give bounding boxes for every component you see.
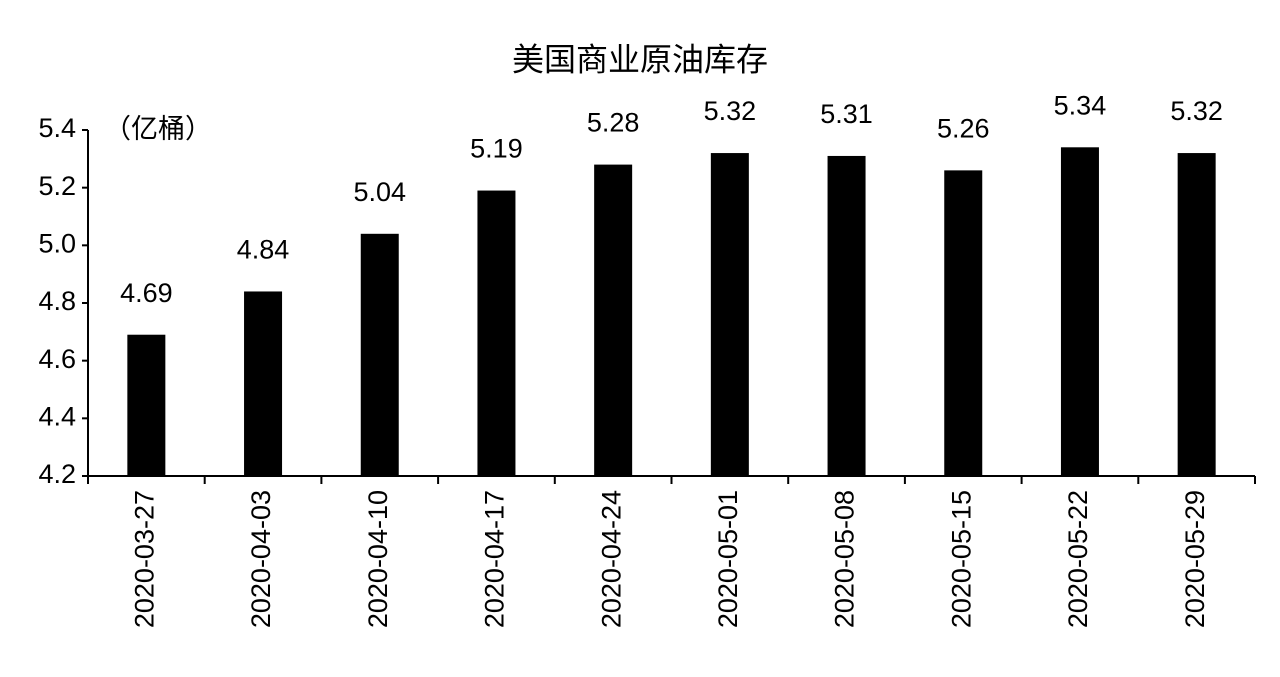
- value-label: 4.69: [120, 278, 173, 308]
- x-tick-label: 2020-03-27: [129, 490, 159, 628]
- bar: [827, 155, 866, 476]
- bar: [127, 334, 166, 476]
- value-label: 5.32: [1170, 96, 1223, 126]
- value-label: 5.34: [1054, 90, 1107, 120]
- value-label: 5.32: [704, 96, 757, 126]
- y-tick-label: 4.8: [38, 286, 76, 316]
- value-label: 5.04: [353, 177, 406, 207]
- value-label: 5.26: [937, 113, 990, 143]
- bar: [594, 164, 633, 476]
- bar: [944, 170, 983, 476]
- y-tick-label: 5.2: [38, 171, 76, 201]
- value-label: 4.84: [237, 235, 290, 265]
- x-tick-label: 2020-05-01: [713, 490, 743, 628]
- x-tick-label: 2020-04-03: [246, 490, 276, 628]
- x-tick-label: 2020-04-10: [363, 490, 393, 628]
- unit-label: （亿桶）: [104, 114, 212, 144]
- x-tick-label: 2020-05-29: [1180, 490, 1210, 628]
- y-tick-label: 5.4: [38, 113, 76, 143]
- x-tick-label: 2020-04-24: [596, 490, 626, 628]
- value-label: 5.28: [587, 108, 640, 138]
- value-label: 5.31: [820, 99, 873, 129]
- bar: [477, 190, 516, 477]
- bar: [360, 233, 399, 476]
- bar: [1177, 153, 1216, 477]
- y-tick-label: 4.4: [38, 401, 76, 431]
- bar: [710, 153, 749, 477]
- x-tick-label: 2020-04-17: [480, 490, 510, 628]
- bar: [244, 291, 283, 476]
- x-tick-label: 2020-05-22: [1063, 490, 1093, 628]
- bar: [1060, 147, 1099, 477]
- x-tick-label: 2020-05-15: [946, 490, 976, 628]
- y-tick-label: 4.2: [38, 459, 76, 489]
- chart-title: 美国商业原油库存: [512, 41, 768, 77]
- x-tick-label: 2020-05-08: [830, 490, 860, 628]
- y-tick-label: 4.6: [38, 344, 76, 374]
- value-label: 5.19: [470, 134, 523, 164]
- y-tick-label: 5.0: [38, 228, 76, 258]
